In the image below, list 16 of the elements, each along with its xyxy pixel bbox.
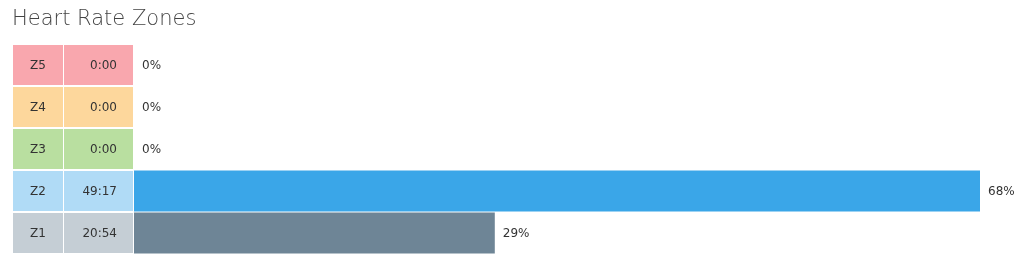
y-tick-label: Z5 — [12, 44, 64, 86]
data-label: 0% — [142, 100, 162, 114]
chart-title: Heart Rate Zones — [12, 6, 197, 30]
data-label: 68% — [988, 184, 1015, 198]
text: 0:00 — [63, 86, 134, 128]
y-tick-label: Z4 — [12, 86, 64, 128]
data-label: 0% — [142, 142, 162, 156]
y-tick-label: Z3 — [12, 128, 64, 170]
y-tick-label: Z1 — [12, 212, 64, 254]
text: 49:17 — [63, 170, 134, 212]
text: 0:00 — [63, 128, 134, 170]
text: 20:54 — [63, 212, 134, 254]
y-tick-label: Z2 — [12, 170, 64, 212]
data-label: 0% — [142, 58, 162, 72]
data-label: 29% — [502, 226, 530, 240]
text: 0:00 — [63, 44, 134, 86]
